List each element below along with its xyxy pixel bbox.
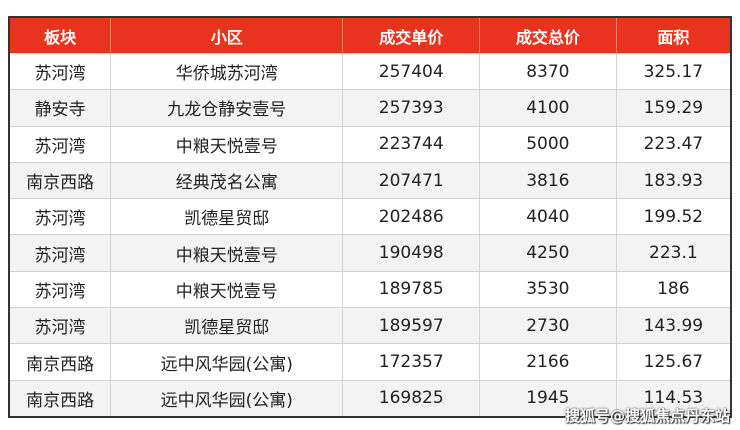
table-cell: 223.1 (615, 234, 732, 272)
table-cell: 186 (615, 270, 732, 309)
table-row: 苏河湾 凯德星贸邸 189597 2730 143.99 (8, 307, 732, 345)
table-row: 苏河湾 中粮天悦壹号 189785 3530 186 (8, 270, 732, 309)
column-header: 板块 (9, 17, 112, 54)
table-cell: 华侨城苏河湾 (110, 52, 344, 91)
table-cell: 2166 (479, 343, 617, 381)
column-header: 成交单价 (342, 17, 481, 54)
table-cell: 143.99 (615, 307, 732, 345)
table-row: 苏河湾 凯德星贸邸 202486 4040 199.52 (8, 198, 732, 236)
table-cell: 4100 (479, 89, 617, 127)
table-cell: 苏河湾 (8, 125, 112, 163)
table-cell: 静安寺 (8, 89, 112, 127)
table-cell: 202486 (342, 198, 481, 236)
table-cell: 169825 (342, 379, 481, 418)
table-cell: 九龙仓静安壹号 (110, 89, 344, 127)
table-cell: 苏河湾 (8, 52, 112, 91)
table-cell: 183.93 (615, 161, 732, 200)
transactions-table: 板块 小区 成交单价 成交总价 面积 苏河湾 华侨城苏河湾 257404 8370 325.17… (8, 16, 732, 418)
table-cell: 中粮天悦壹号 (110, 270, 344, 309)
table-cell: 199.52 (615, 198, 732, 236)
table-cell: 207471 (342, 161, 481, 200)
table-row: 苏河湾 华侨城苏河湾 257404 8370 325.17 (8, 52, 732, 91)
table-cell: 凯德星贸邸 (110, 198, 344, 236)
table-cell: 223.47 (615, 125, 732, 163)
table-cell: 114.53 (615, 379, 732, 418)
table-cell: 223744 (342, 125, 481, 163)
table-cell: 南京西路 (8, 343, 112, 381)
table-cell: 3530 (479, 270, 617, 309)
table-cell: 172357 (342, 343, 481, 381)
table-cell: 苏河湾 (8, 198, 112, 236)
table-cell: 苏河湾 (8, 270, 112, 309)
table-cell: 4040 (479, 198, 617, 236)
column-header: 成交总价 (479, 17, 617, 54)
table-cell: 凯德星贸邸 (110, 307, 344, 345)
table-cell: 南京西路 (8, 379, 112, 418)
table-cell: 257393 (342, 89, 481, 127)
watermark: 搜狐号@搜狐焦点丹东站 (564, 407, 730, 425)
table-row: 南京西路 经典茂名公寓 207471 3816 183.93 (8, 161, 732, 200)
table-cell: 5000 (479, 125, 617, 163)
table-cell: 190498 (342, 234, 481, 272)
table-row: 苏河湾 中粮天悦壹号 223744 5000 223.47 (8, 125, 732, 163)
table-cell: 4250 (479, 234, 617, 272)
table-cell: 苏河湾 (8, 234, 112, 272)
table-cell: 远中风华园(公寓) (110, 343, 344, 381)
table-cell: 189597 (342, 307, 481, 345)
table-cell: 2730 (479, 307, 617, 345)
table-row: 苏河湾 中粮天悦壹号 190498 4250 223.1 (8, 234, 732, 272)
table-cell: 1945 (479, 379, 617, 418)
column-header: 面积 (616, 17, 732, 54)
table-cell: 125.67 (615, 343, 732, 381)
table-cell: 苏河湾 (8, 307, 112, 345)
column-header: 小区 (110, 17, 344, 54)
table-cell: 159.29 (615, 89, 732, 127)
table-cell: 中粮天悦壹号 (110, 125, 344, 163)
table-row: 南京西路 远中风华园(公寓) 169825 1945 114.53 (8, 379, 732, 418)
table-cell: 3816 (479, 161, 617, 200)
table-cell: 经典茂名公寓 (110, 161, 344, 200)
table-row: 静安寺 九龙仓静安壹号 257393 4100 159.29 (8, 89, 732, 127)
table-cell: 中粮天悦壹号 (110, 234, 344, 272)
table-cell: 325.17 (615, 52, 732, 91)
table-cell: 南京西路 (8, 161, 112, 200)
table-cell: 远中风华园(公寓) (110, 379, 344, 418)
table-row: 南京西路 远中风华园(公寓) 172357 2166 125.67 (8, 343, 732, 381)
table-cell: 189785 (342, 270, 481, 309)
table-cell: 8370 (479, 52, 617, 91)
table-cell: 257404 (342, 52, 481, 91)
header-row: 板块 小区 成交单价 成交总价 面积 (9, 17, 732, 54)
